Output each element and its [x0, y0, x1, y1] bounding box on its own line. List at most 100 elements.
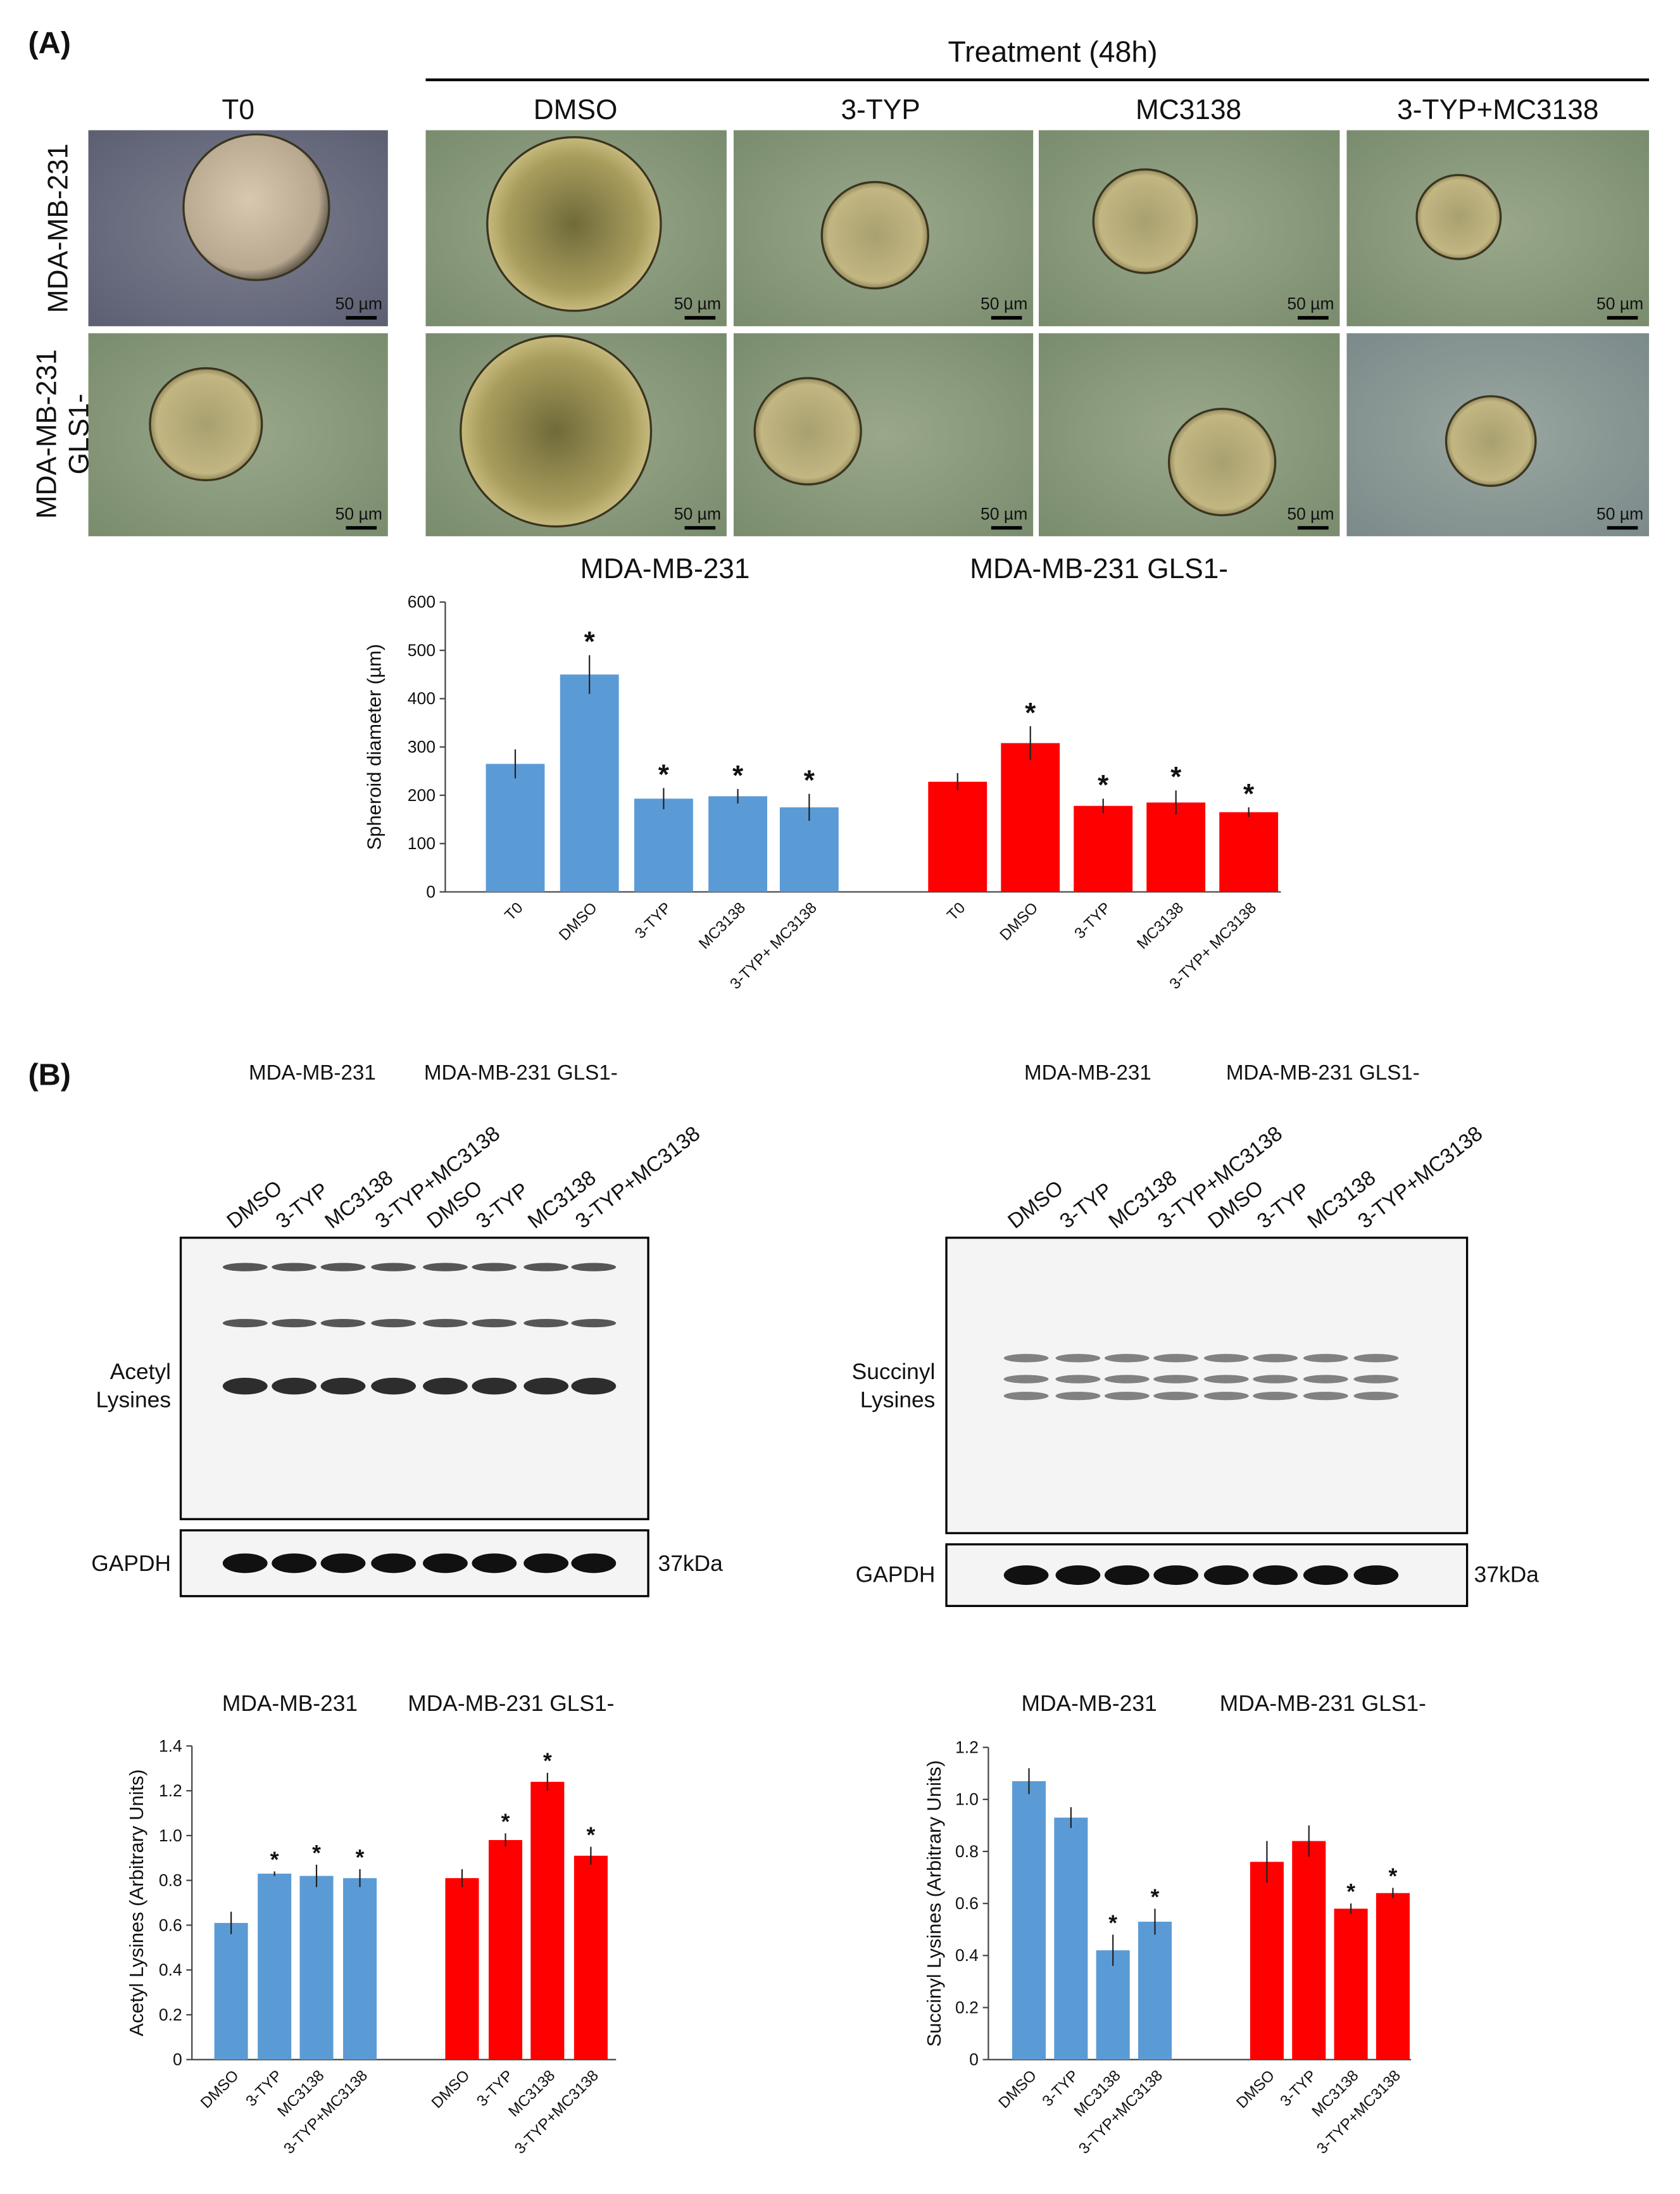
bar	[560, 674, 619, 892]
target-label: Succinyl	[852, 1359, 936, 1384]
band	[222, 1318, 268, 1328]
band	[1203, 1391, 1249, 1401]
panel-label: (B)	[28, 1058, 71, 1092]
series-title: MDA-MB-231	[580, 553, 750, 584]
bar	[486, 764, 545, 892]
blot	[945, 1237, 1469, 1534]
column-title: 3-TYP+MC3138	[1397, 94, 1598, 125]
significance-mark: *	[543, 1749, 552, 1774]
band	[222, 1263, 268, 1271]
bar	[1054, 1817, 1088, 2060]
band	[423, 1318, 468, 1328]
band	[1153, 1375, 1199, 1384]
group-header: MDA-MB-231	[1024, 1061, 1151, 1085]
y-tick-label: 0.2	[955, 1998, 979, 2017]
row-label: MDA-MB-231	[42, 144, 73, 313]
y-axis-label: Acetyl Lysines (Arbitrary Units)	[125, 1769, 147, 2036]
significance-mark: *	[1346, 1880, 1355, 1905]
x-tick-label: DMSO	[197, 2067, 242, 2112]
band	[222, 1377, 268, 1395]
band	[523, 1553, 569, 1573]
band	[1003, 1375, 1049, 1384]
scale-bar-label: 50 µm	[1596, 294, 1643, 313]
series-title: MDA-MB-231	[1022, 1691, 1157, 1716]
scale-bar-label: 50 µm	[981, 504, 1027, 523]
band	[371, 1377, 416, 1395]
panel-label: (A)	[28, 26, 71, 60]
loading-control-label: GAPDH	[91, 1551, 171, 1576]
significance-mark: *	[1170, 762, 1182, 793]
y-tick-label: 0	[173, 2050, 182, 2069]
band	[1203, 1565, 1249, 1586]
loading-control-label: GAPDH	[856, 1563, 936, 1587]
band	[1253, 1375, 1298, 1384]
band	[320, 1377, 366, 1395]
spheroid	[460, 335, 653, 528]
lane-label: DMSO	[1004, 1176, 1068, 1233]
group-header: MDA-MB-231	[249, 1061, 376, 1085]
band	[1055, 1375, 1101, 1384]
y-tick-label: 0	[969, 2050, 979, 2069]
band	[1253, 1354, 1298, 1363]
band	[1153, 1354, 1199, 1363]
band	[1353, 1375, 1399, 1384]
band	[523, 1377, 569, 1395]
target-label: Acetyl	[110, 1359, 171, 1384]
band	[1353, 1391, 1399, 1401]
scale-bar-label: 50 µm	[335, 504, 382, 523]
band	[1353, 1565, 1399, 1586]
bar	[574, 1855, 608, 2060]
band	[571, 1377, 617, 1395]
blot	[179, 1237, 649, 1520]
x-tick-label: MC3138	[696, 899, 749, 952]
band	[272, 1263, 317, 1271]
scale-bar-label: 50 µm	[674, 504, 721, 523]
bar	[1219, 812, 1279, 892]
y-tick-label: 0.4	[159, 1960, 182, 1979]
bar	[1001, 743, 1060, 892]
scale-bar-label: 50 µm	[1287, 504, 1334, 523]
x-tick-label: DMSO	[556, 899, 601, 944]
scale-bar-label: 50 µm	[674, 294, 721, 313]
column-title: MC3138	[1136, 94, 1241, 125]
band	[571, 1263, 617, 1271]
band	[1203, 1354, 1249, 1363]
band	[371, 1553, 416, 1573]
y-tick-label: 0.6	[955, 1894, 979, 1913]
y-tick-label: 1.0	[955, 1790, 979, 1809]
x-tick-label: MC3138	[1134, 899, 1187, 952]
band	[222, 1553, 268, 1573]
band	[571, 1318, 617, 1328]
y-axis-label: Succinyl Lysines (Arbitrary Units)	[923, 1760, 945, 2047]
spheroid	[820, 180, 929, 290]
marker-label: 37kDa	[658, 1551, 724, 1576]
y-tick-label: 1.0	[159, 1826, 182, 1845]
band	[1055, 1391, 1101, 1401]
column-title: 3-TYP	[841, 94, 920, 125]
series-title: MDA-MB-231 GLS1-	[408, 1691, 614, 1716]
band	[523, 1263, 569, 1271]
group-header: MDA-MB-231 GLS1-	[424, 1061, 618, 1085]
y-tick-label: 0.4	[955, 1946, 979, 1965]
band	[1003, 1391, 1049, 1401]
bar	[1146, 802, 1206, 892]
significance-mark: *	[356, 1845, 365, 1870]
x-tick-label: DMSO	[1233, 2067, 1278, 2112]
spheroid	[1167, 408, 1277, 517]
significance-mark: *	[501, 1810, 510, 1834]
bar	[1096, 1950, 1130, 2060]
bar	[445, 1878, 479, 2060]
bar	[1012, 1781, 1046, 2060]
y-tick-label: 1.4	[159, 1736, 182, 1755]
significance-mark: *	[1025, 697, 1036, 728]
bar	[634, 798, 693, 892]
column-title: T0	[222, 94, 254, 125]
x-tick-label: 3-TYP	[632, 899, 675, 942]
band	[371, 1318, 416, 1328]
y-tick-label: 0	[426, 882, 436, 901]
bar	[1138, 1921, 1172, 2060]
band	[320, 1553, 366, 1573]
spheroid	[1415, 173, 1502, 260]
bar	[488, 1840, 523, 2060]
significance-mark: *	[804, 765, 815, 796]
